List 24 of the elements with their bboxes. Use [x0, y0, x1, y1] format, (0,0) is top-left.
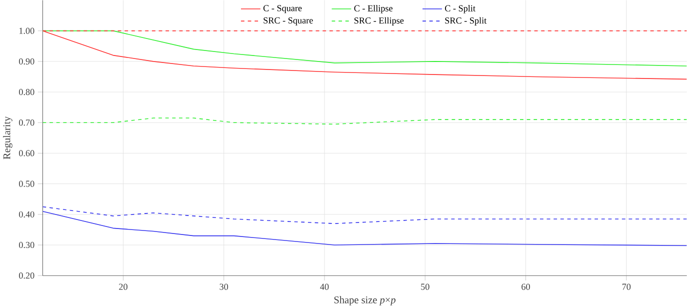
legend-label: C - Square	[263, 4, 302, 13]
legend-label: C - Ellipse	[354, 4, 392, 14]
legend-label: C - Split	[445, 4, 476, 14]
legend-label: SRC - Square	[264, 17, 313, 26]
x-tick-label: 30	[220, 283, 228, 290]
line-series	[42, 210, 687, 246]
legend-label: SRC - Ellipse	[354, 17, 404, 26]
y-tick-label: 0.30	[18, 242, 34, 248]
legend-label: SRC - Split	[445, 17, 487, 26]
x-tick-label: 40	[320, 283, 329, 290]
x-axis-title: Shape size p×p	[334, 296, 396, 306]
x-tick-label: 60	[522, 283, 530, 290]
x-tick-label: 20	[119, 283, 128, 290]
y-tick-label: 0.40	[18, 211, 34, 218]
y-tick-label: 0.60	[18, 150, 34, 156]
y-tick-label: 0.50	[18, 180, 34, 187]
y-tick-label: 0.80	[18, 88, 34, 95]
y-tick-label: 0.90	[18, 58, 34, 64]
y-axis-title: Regularity	[3, 116, 12, 159]
x-tick-label: 50	[421, 283, 430, 290]
y-tick-label: 0.20	[18, 272, 34, 278]
y-tick-label: 0.70	[18, 119, 34, 126]
x-tick-label: 70	[622, 283, 631, 290]
y-tick-label: 1.00	[19, 28, 34, 34]
